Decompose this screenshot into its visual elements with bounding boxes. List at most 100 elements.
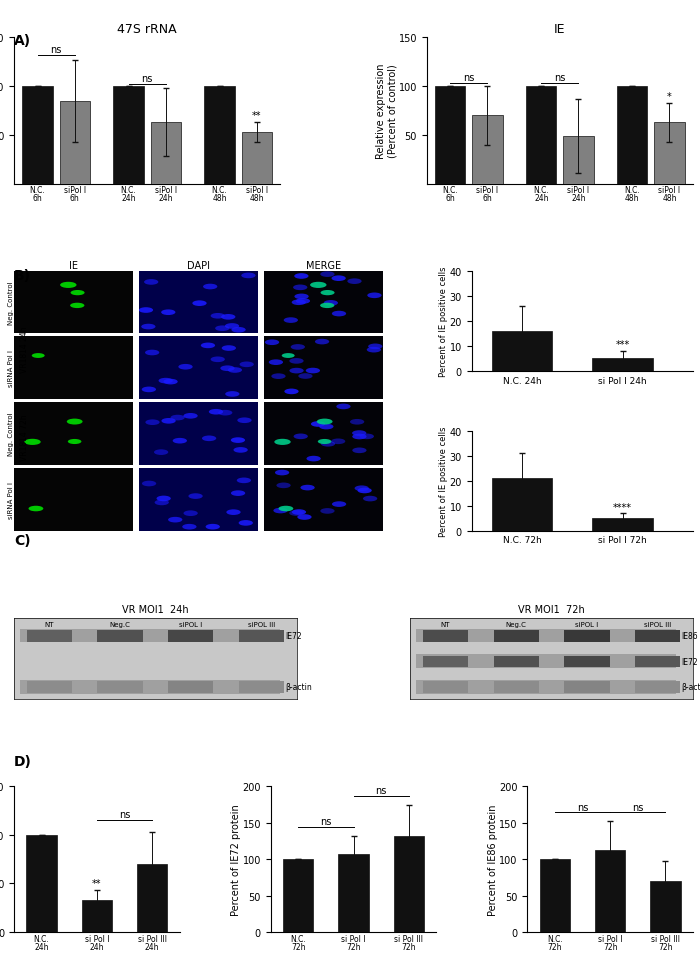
Ellipse shape: [141, 387, 156, 393]
Title: VR MOI1  24h: VR MOI1 24h: [122, 604, 189, 614]
Ellipse shape: [209, 409, 223, 415]
Ellipse shape: [239, 521, 253, 527]
Ellipse shape: [321, 290, 335, 296]
Ellipse shape: [237, 478, 251, 483]
Ellipse shape: [228, 368, 242, 374]
Bar: [473, 116, 503, 185]
Text: β-actin: β-actin: [682, 682, 700, 692]
Ellipse shape: [218, 410, 232, 416]
Ellipse shape: [70, 304, 85, 308]
Title: VR MOI1  72h: VR MOI1 72h: [518, 604, 585, 614]
Text: ns: ns: [50, 45, 62, 55]
Ellipse shape: [269, 360, 283, 365]
Ellipse shape: [178, 364, 192, 370]
Bar: [82, 900, 112, 932]
Bar: [283, 859, 314, 932]
Bar: [27, 835, 57, 932]
Bar: [60, 102, 90, 185]
Y-axis label: Percent of IE positive cells: Percent of IE positive cells: [439, 426, 448, 536]
Y-axis label: Percent of IE86 protein: Percent of IE86 protein: [488, 803, 498, 915]
Ellipse shape: [355, 486, 369, 491]
Text: ns: ns: [554, 73, 566, 84]
Bar: [617, 87, 648, 185]
Ellipse shape: [358, 488, 372, 494]
Ellipse shape: [25, 439, 41, 446]
Ellipse shape: [350, 420, 364, 425]
Ellipse shape: [222, 346, 236, 352]
Text: **: **: [92, 878, 102, 888]
Ellipse shape: [154, 450, 168, 456]
Ellipse shape: [274, 439, 290, 446]
Bar: [423, 656, 468, 668]
Ellipse shape: [215, 326, 230, 332]
Bar: [113, 87, 144, 185]
Text: B): B): [14, 269, 31, 283]
Ellipse shape: [323, 301, 338, 307]
Ellipse shape: [332, 311, 346, 317]
Ellipse shape: [211, 313, 225, 319]
Ellipse shape: [318, 439, 331, 445]
Bar: [435, 87, 466, 185]
Bar: [20, 680, 280, 694]
Text: C): C): [14, 533, 31, 548]
Ellipse shape: [144, 280, 158, 285]
Text: ns: ns: [119, 809, 130, 819]
Ellipse shape: [234, 448, 248, 454]
Title: IE: IE: [554, 23, 566, 36]
Ellipse shape: [289, 358, 304, 364]
Ellipse shape: [157, 496, 171, 502]
Text: ns: ns: [577, 801, 588, 812]
Bar: [564, 630, 610, 642]
Bar: [494, 656, 539, 668]
Bar: [494, 681, 539, 693]
Ellipse shape: [317, 419, 332, 425]
Ellipse shape: [202, 436, 216, 442]
Ellipse shape: [319, 425, 333, 430]
Bar: [27, 630, 72, 642]
Text: ns: ns: [320, 816, 332, 826]
Ellipse shape: [162, 419, 176, 424]
Ellipse shape: [315, 339, 329, 345]
Ellipse shape: [276, 483, 290, 488]
Ellipse shape: [141, 325, 155, 330]
Bar: [654, 123, 685, 185]
Bar: [540, 859, 570, 932]
Title: DAPI: DAPI: [187, 260, 210, 271]
Bar: [635, 681, 680, 693]
Ellipse shape: [293, 434, 308, 440]
Bar: [564, 656, 610, 668]
Text: *: *: [667, 91, 672, 102]
Title: MERGE: MERGE: [306, 260, 341, 271]
Bar: [592, 519, 652, 531]
Bar: [241, 133, 272, 185]
Text: Neg.C: Neg.C: [505, 621, 526, 628]
Ellipse shape: [188, 494, 203, 500]
Ellipse shape: [294, 274, 309, 280]
Y-axis label: Neg. Control: Neg. Control: [8, 412, 14, 456]
Text: ns: ns: [632, 801, 643, 812]
Y-axis label: Percent of IE positive cells: Percent of IE positive cells: [439, 266, 448, 377]
Bar: [650, 881, 680, 932]
Ellipse shape: [300, 485, 315, 491]
Ellipse shape: [171, 415, 185, 421]
Ellipse shape: [284, 389, 299, 395]
Ellipse shape: [275, 470, 289, 476]
Bar: [20, 629, 280, 643]
Ellipse shape: [159, 379, 173, 384]
Text: IE72: IE72: [682, 657, 699, 666]
Ellipse shape: [201, 343, 215, 349]
Y-axis label: siRNA Pol I: siRNA Pol I: [8, 481, 14, 518]
Ellipse shape: [155, 500, 169, 505]
Ellipse shape: [336, 405, 351, 409]
Text: β-actin: β-actin: [286, 682, 312, 692]
Ellipse shape: [239, 362, 254, 368]
Bar: [416, 654, 676, 668]
Ellipse shape: [289, 368, 304, 374]
Bar: [393, 836, 424, 932]
Ellipse shape: [183, 511, 198, 516]
Ellipse shape: [68, 439, 81, 445]
Text: ***: ***: [615, 340, 630, 350]
Ellipse shape: [173, 438, 187, 444]
Bar: [423, 630, 468, 642]
Bar: [592, 358, 652, 371]
